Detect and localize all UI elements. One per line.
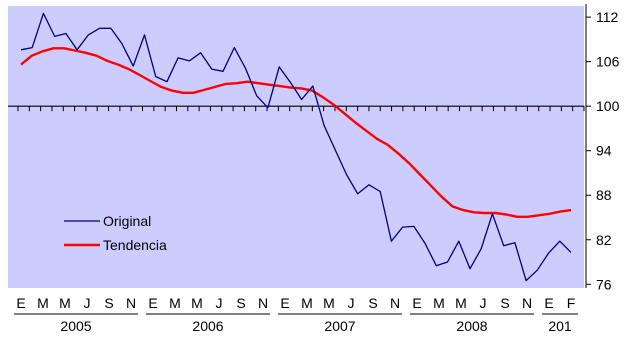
x-month-label: M <box>59 295 71 311</box>
y-tick-label: 100 <box>596 98 620 114</box>
x-month-label: S <box>500 295 509 311</box>
x-month-label: E <box>148 295 157 311</box>
x-month-label: J <box>348 295 355 311</box>
y-tick-label: 94 <box>596 143 612 159</box>
x-year-label: 2006 <box>192 318 223 334</box>
x-month-label: S <box>236 295 245 311</box>
x-month-label: J <box>84 295 91 311</box>
x-month-label: N <box>390 295 400 311</box>
legend: Original Tendencia <box>64 213 167 253</box>
series-lines <box>20 12 572 282</box>
series-line-original <box>20 12 572 282</box>
x-month-label: M <box>455 295 467 311</box>
x-year-label: 2008 <box>456 318 487 334</box>
series-line-tendencia <box>20 47 572 219</box>
x-month-label: M <box>169 295 181 311</box>
x-month-label: N <box>126 295 136 311</box>
x-month-label: M <box>191 295 203 311</box>
x-month-label: M <box>37 295 49 311</box>
y-tick-label: 88 <box>596 187 612 203</box>
x-month-label: J <box>216 295 223 311</box>
y-tick-label: 106 <box>596 54 620 70</box>
x-month-label: S <box>104 295 113 311</box>
x-month-label: S <box>368 295 377 311</box>
reference-line <box>8 105 585 112</box>
legend-label: Original <box>103 213 151 229</box>
x-month-label: E <box>544 295 553 311</box>
x-month-label: N <box>522 295 532 311</box>
x-month-label: M <box>433 295 445 311</box>
x-month-label: M <box>301 295 313 311</box>
x-month-label: E <box>412 295 421 311</box>
plot-background <box>8 6 584 288</box>
x-month-label: N <box>258 295 268 311</box>
x-year-label: 201 <box>548 318 572 334</box>
x-year-label: 2007 <box>324 318 355 334</box>
x-month-label: E <box>16 295 25 311</box>
legend-label: Tendencia <box>103 237 167 253</box>
x-month-label: E <box>280 295 289 311</box>
y-tick-label: 76 <box>596 276 612 292</box>
y-axis: 76 82 88 94 100 106 112 <box>585 4 620 292</box>
x-year-label: 2005 <box>60 318 91 334</box>
x-month-label: M <box>323 295 335 311</box>
x-month-label: J <box>480 295 487 311</box>
x-month-label: F <box>567 295 576 311</box>
y-tick-label: 82 <box>596 232 612 248</box>
y-tick-label: 112 <box>596 9 619 25</box>
